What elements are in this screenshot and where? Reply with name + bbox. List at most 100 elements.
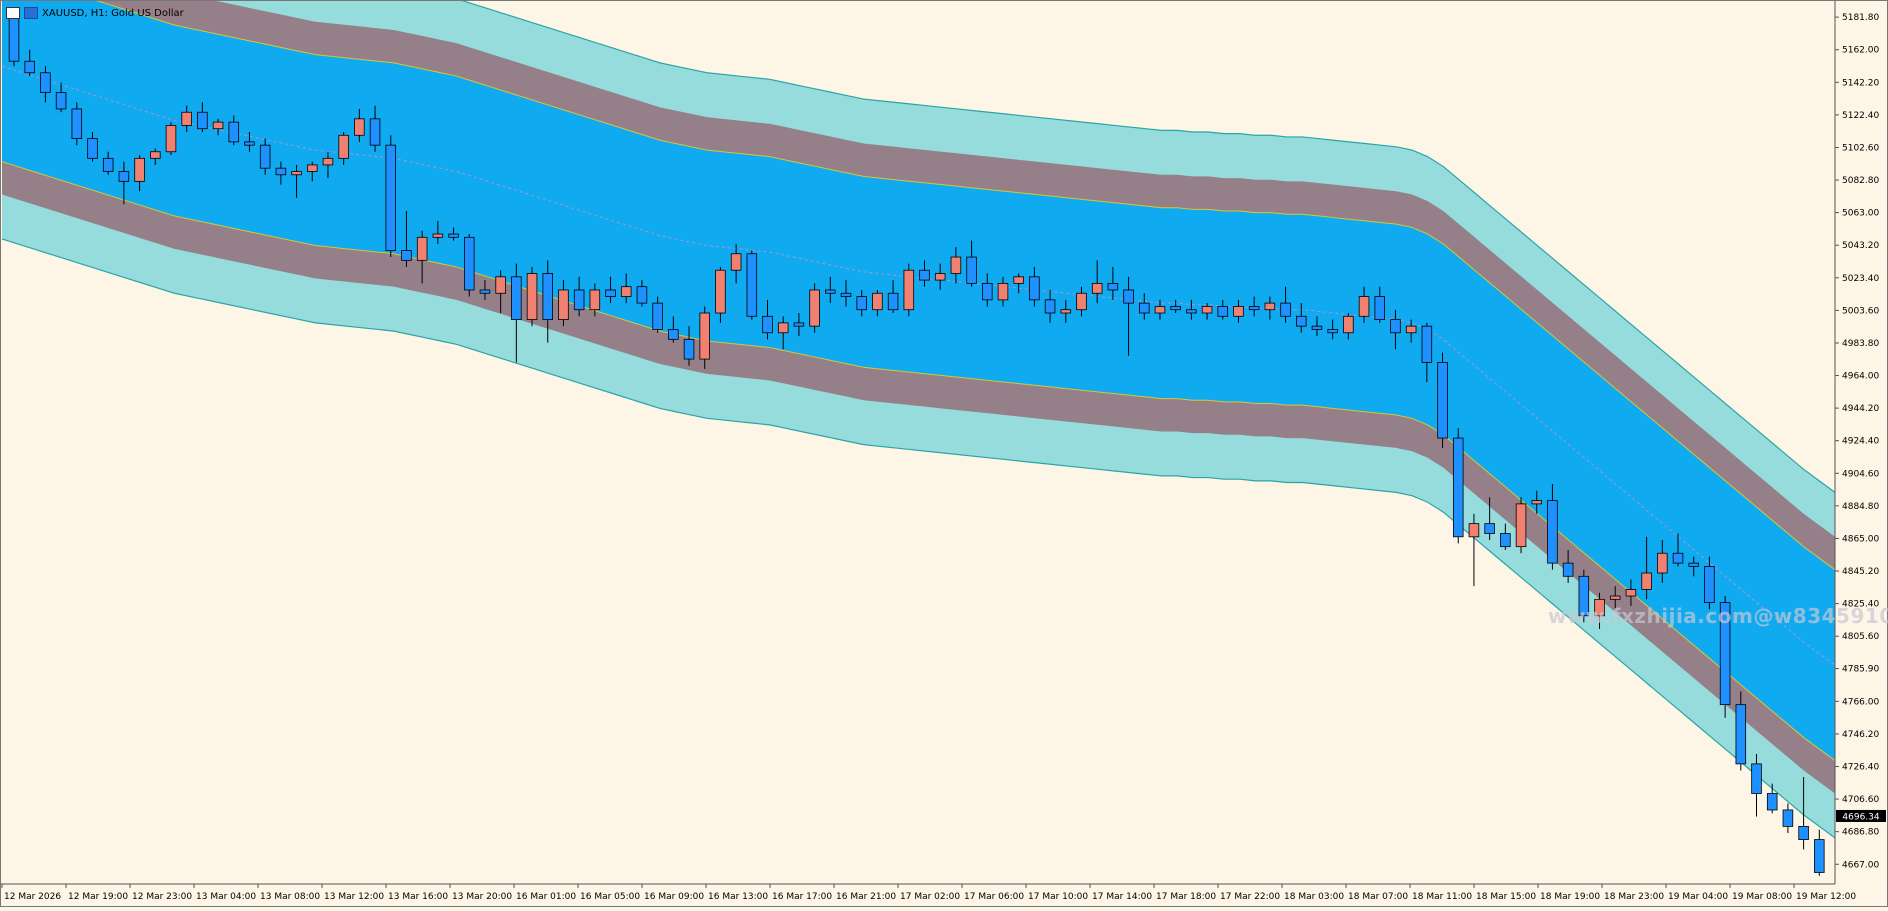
bear-candle-body [1578,575,1590,617]
candle [620,273,632,304]
inner-upper-line [93,0,1836,571]
candle [1452,428,1464,544]
candle [1374,286,1386,323]
time-tick-label: 16 Mar 21:00 [836,892,896,902]
candle [652,296,663,333]
price-scale[interactable]: 5181.80 5162.00 5142.20 5122.40 5102.60 5082.… [1835,13,1879,870]
candle [887,280,899,314]
time-tick-label: 18 Mar 15:00 [1476,892,1536,902]
price-tick-label: 4825.40 [1842,600,1879,610]
price-tick-label: 4766.00 [1842,697,1879,707]
time-tick-label: 16 Mar 17:00 [772,892,832,902]
bull-candle-body [134,157,145,182]
candle [699,306,710,369]
bull-candle-body [1625,589,1637,597]
bear-candle-body [966,256,977,284]
candle [1170,299,1181,314]
bull-candle-body [558,289,569,320]
bear-candle-body [369,118,381,146]
time-tick-label: 13 Mar 08:00 [260,892,320,902]
candle [1233,299,1244,323]
candle [463,234,475,297]
candle [1766,783,1778,814]
bear-candle-body [1374,296,1386,320]
bull-candle-body [1154,306,1166,314]
candle [950,247,962,284]
bull-candle-body [1091,282,1103,294]
candle [1107,266,1119,300]
time-tick-label: 18 Mar 07:00 [1348,892,1408,902]
candle [1311,316,1323,337]
bear-candle-body [1311,325,1323,330]
price-tick-label: 5082.80 [1842,176,1879,186]
bear-candle-body [1029,276,1040,301]
bull-candle-body [354,118,365,136]
time-tick-label: 12 Mar 19:00 [68,892,128,902]
candle [636,280,648,307]
candle [228,115,240,146]
candle [134,155,145,192]
bear-candle-body [71,108,83,139]
bear-candle-body [762,315,773,334]
bull-candle-body [416,236,428,261]
bull-candle-body [1343,315,1354,334]
candle [1327,319,1338,340]
outer-lower-line [1,238,1836,839]
chart-window-icon[interactable] [6,7,20,19]
bull-candle-body [699,312,710,360]
candle [118,161,130,205]
candle [244,131,255,152]
bull-candle-body [950,256,962,274]
price-tick-label: 5162.00 [1842,46,1879,56]
candle [1672,533,1684,567]
current-price-label: 4696.34 [1842,812,1879,822]
candle [1405,319,1417,343]
bear-candle-body [840,292,852,297]
bear-candle-body [683,338,695,360]
candle [762,299,773,340]
bear-candle-body [197,111,208,130]
candle [715,266,726,323]
candle [1798,777,1809,850]
price-tick-label: 4686.80 [1842,828,1879,838]
candle [1500,523,1511,550]
bear-candle-body [228,121,240,143]
time-tick-label: 19 Mar 12:00 [1796,892,1856,902]
toolbar-icon[interactable] [24,7,38,19]
candle [322,151,334,179]
bear-candle-body [1766,793,1778,811]
time-tick-label: 18 Mar 23:00 [1604,892,1664,902]
candle [1437,352,1448,448]
price-tick-label: 4884.80 [1842,502,1879,512]
price-tick-label: 4805.60 [1842,632,1879,642]
bull-candle-body [1468,523,1480,538]
price-tick-label: 4924.40 [1842,437,1879,447]
bull-candle-body [997,282,1009,301]
candle [982,273,993,307]
time-scale[interactable]: 12 Mar 2026 12 Mar 19:00 12 Mar 23:00 13 Ma… [1,884,1856,902]
candle [1390,309,1401,350]
bear-candle-body [982,282,993,301]
candle [1076,286,1087,317]
bear-candle-body [1452,437,1464,538]
price-tick-label: 4785.90 [1842,665,1879,675]
bear-candle-body [259,144,271,169]
bear-candle-body [919,269,930,281]
bear-candle-body [1295,315,1307,327]
current-price-tag: 4696.34 [1836,809,1886,822]
bear-candle-body [1782,809,1794,827]
bear-candle-body [1500,533,1511,548]
candle [997,276,1009,307]
candle [1547,484,1558,570]
bear-candle-body [1562,562,1574,577]
bear-candle-body [1186,309,1197,314]
bear-candle-body [887,292,899,311]
inner-band [2,0,1835,761]
candle [1688,556,1699,577]
candle [1154,299,1166,320]
bull-candle-body [338,134,349,159]
time-tick-label: 16 Mar 13:00 [708,892,768,902]
price-tick-label: 5023.40 [1842,274,1879,284]
